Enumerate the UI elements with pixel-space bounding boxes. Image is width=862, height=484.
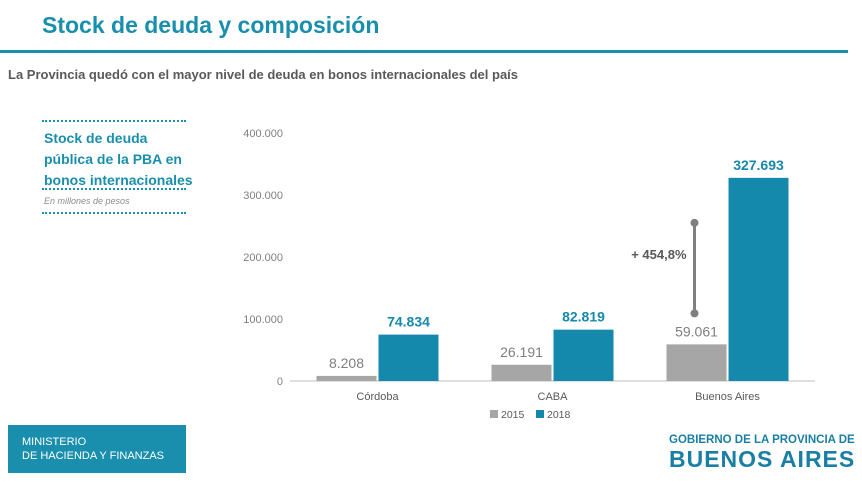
bar-2018 (728, 177, 789, 381)
legend-swatch-2015 (490, 410, 498, 418)
side-title-line: bonos internacionales (44, 172, 193, 188)
y-tick-label: 100.000 (243, 314, 283, 326)
data-label: 59.061 (675, 323, 718, 339)
data-label: 26.191 (500, 344, 543, 360)
growth-annotation: + 454,8% (631, 247, 687, 262)
y-tick-label: 200.000 (243, 252, 283, 264)
ministry-line: DE HACIENDA Y FINANZAS (22, 450, 165, 462)
data-label: 8.208 (329, 355, 364, 371)
bar-2015 (316, 375, 377, 381)
side-bottom-dotted-rule (42, 212, 186, 214)
side-middle-dotted-rule (42, 188, 186, 190)
government-logo-caption: GOBIERNO DE LA PROVINCIA DE (669, 434, 855, 446)
ministry-badge: MINISTERIO DE HACIENDA Y FINANZAS (8, 425, 186, 473)
legend-label: 2015 (501, 409, 525, 421)
bar-chart: 0 100.000 200.000 300.000 400.000 8.208 74.834… (243, 128, 815, 421)
slide-subtitle: La Provincia quedó con el mayor nivel de… (8, 67, 519, 82)
government-logo-name: BUENOS AIRES (669, 446, 856, 472)
data-label: 82.819 (562, 309, 605, 325)
title-divider (0, 50, 848, 53)
data-label: 74.834 (387, 314, 430, 330)
legend-swatch-2018 (536, 410, 544, 418)
side-title-line: Stock de deuda (44, 130, 148, 146)
growth-bracket-start-dot (690, 309, 699, 318)
growth-bracket-end-dot (690, 218, 699, 227)
data-label: 327.693 (733, 157, 784, 173)
y-tick-label: 400.000 (243, 128, 283, 140)
ministry-line: MINISTERIO (22, 436, 87, 448)
x-tick-label: Córdoba (356, 391, 399, 403)
y-tick-label: 300.000 (243, 190, 283, 202)
y-tick-label: 0 (277, 376, 283, 388)
bar-2015 (666, 344, 727, 381)
x-tick-label: CABA (538, 391, 569, 403)
side-panel-title: Stock de deuda pública de la PBA en bono… (44, 128, 204, 191)
slide-title: Stock de deuda y composición (42, 12, 380, 38)
side-top-dotted-rule (42, 120, 186, 122)
units-note: En millones de pesos (44, 196, 130, 206)
bar-2018 (378, 334, 439, 381)
bar-2015 (491, 364, 552, 381)
bar-2018 (553, 329, 614, 381)
legend-label: 2018 (547, 409, 571, 421)
x-tick-label: Buenos Aires (695, 391, 760, 403)
side-title-line: pública de la PBA en (44, 151, 182, 167)
